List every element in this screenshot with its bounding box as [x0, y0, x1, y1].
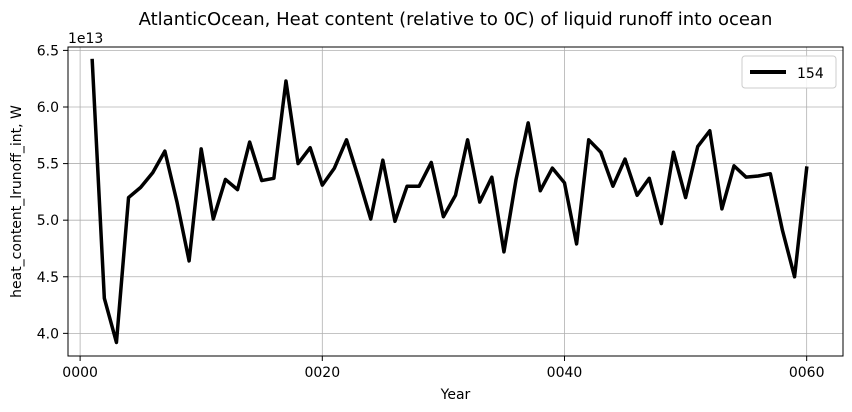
legend: 154: [741, 55, 837, 89]
y-tick-label: 5.5: [37, 157, 59, 173]
legend-box: [741, 55, 837, 89]
x-tick-label: 0020: [304, 365, 340, 381]
x-tick-label: 0040: [547, 365, 583, 381]
y-axis-label: heat_content_lrunoff_int, W: [9, 105, 25, 298]
plot-area-frame: [67, 46, 844, 357]
x-tick-label: 0060: [789, 365, 825, 381]
series-line: [90, 58, 809, 345]
x-axis-label: Year: [440, 387, 471, 403]
x-tick-label: 0000: [62, 365, 98, 381]
y-tick-label: 6.0: [37, 100, 59, 116]
y-tick-label: 4.0: [37, 326, 59, 342]
series-layer: [90, 58, 809, 345]
y-offset-label: 1e13: [68, 31, 103, 47]
y-tick-label: 5.0: [37, 213, 59, 229]
grid: [68, 47, 843, 356]
legend-label: 154: [797, 66, 824, 82]
y-tick-label: 6.5: [37, 43, 59, 59]
chart-title: AtlanticOcean, Heat content (relative to…: [139, 9, 773, 30]
axis-ticks: 0000 0020 0040 0060 4.0 4.5 5.0 5.5 6.0 6.5: [37, 43, 825, 381]
y-tick-label: 4.5: [37, 270, 59, 286]
